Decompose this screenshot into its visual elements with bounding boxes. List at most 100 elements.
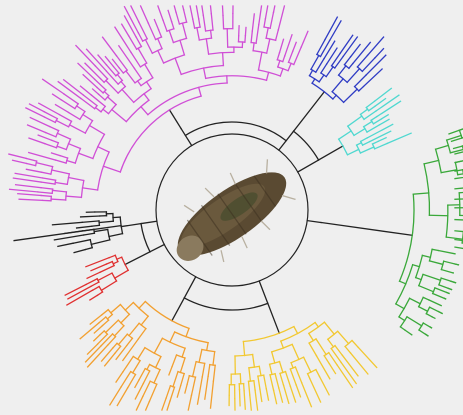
branch bbox=[157, 28, 163, 38]
branch bbox=[101, 319, 110, 327]
branch bbox=[366, 123, 381, 133]
branch bbox=[25, 107, 46, 118]
branch bbox=[431, 248, 440, 252]
branch bbox=[25, 157, 38, 162]
branch bbox=[440, 169, 458, 174]
branch bbox=[184, 383, 188, 394]
branch bbox=[99, 329, 106, 336]
branch bbox=[268, 363, 273, 376]
branch bbox=[103, 90, 110, 97]
branch bbox=[89, 313, 103, 326]
branch bbox=[100, 308, 110, 316]
branch bbox=[27, 151, 57, 161]
branch bbox=[65, 195, 83, 199]
branch bbox=[292, 90, 326, 133]
branch bbox=[77, 152, 94, 160]
branch bbox=[295, 384, 302, 398]
branch bbox=[339, 34, 354, 55]
branch bbox=[91, 88, 100, 96]
branch bbox=[139, 105, 149, 116]
branch bbox=[296, 159, 320, 173]
branch bbox=[82, 94, 98, 107]
branch bbox=[192, 18, 196, 29]
branch-arc bbox=[250, 41, 257, 44]
branch bbox=[456, 173, 463, 176]
branch bbox=[50, 139, 60, 144]
branch bbox=[96, 291, 104, 297]
branch bbox=[138, 300, 147, 310]
branch bbox=[157, 5, 164, 21]
branch bbox=[454, 160, 463, 164]
branch-arc bbox=[144, 300, 190, 330]
branch bbox=[445, 236, 463, 240]
branch bbox=[79, 85, 93, 97]
branch bbox=[149, 243, 166, 253]
branch-arc bbox=[247, 379, 255, 383]
branch bbox=[77, 62, 96, 81]
branch bbox=[96, 86, 105, 94]
branch bbox=[113, 345, 122, 355]
branch-arc bbox=[183, 297, 269, 311]
branch bbox=[317, 145, 344, 161]
branch bbox=[272, 5, 276, 14]
branch bbox=[209, 29, 213, 39]
branch bbox=[205, 38, 210, 55]
branch bbox=[318, 74, 325, 83]
branch bbox=[325, 47, 338, 65]
branch bbox=[92, 333, 101, 342]
branch-arc bbox=[140, 222, 151, 253]
branch bbox=[142, 370, 151, 385]
branch bbox=[368, 130, 392, 143]
branch bbox=[36, 191, 53, 195]
branch bbox=[367, 105, 376, 112]
branch bbox=[54, 103, 70, 114]
branch bbox=[170, 20, 175, 30]
branch bbox=[37, 134, 53, 142]
branch bbox=[75, 225, 93, 229]
branch bbox=[323, 354, 331, 365]
branch bbox=[108, 232, 124, 238]
branch bbox=[89, 294, 99, 301]
branch bbox=[102, 165, 122, 173]
branch bbox=[380, 113, 390, 120]
branch bbox=[283, 33, 293, 57]
branch bbox=[449, 148, 463, 154]
branch bbox=[454, 230, 463, 233]
branch bbox=[147, 22, 157, 41]
branch bbox=[454, 176, 463, 180]
branch bbox=[90, 94, 107, 108]
branch bbox=[204, 375, 209, 400]
branch bbox=[289, 368, 298, 386]
branch bbox=[181, 347, 186, 358]
branch bbox=[221, 5, 224, 17]
branch bbox=[265, 38, 271, 54]
branch-arc bbox=[96, 151, 110, 191]
branch bbox=[249, 394, 253, 411]
branch bbox=[110, 108, 128, 123]
branch-arc bbox=[398, 193, 415, 283]
branch bbox=[328, 20, 342, 42]
branch bbox=[454, 187, 463, 190]
branch bbox=[315, 338, 327, 356]
branch bbox=[119, 313, 131, 324]
branch-arc bbox=[423, 163, 431, 216]
branch bbox=[130, 51, 142, 68]
branch bbox=[253, 379, 256, 392]
branch bbox=[361, 140, 371, 146]
branch bbox=[14, 172, 44, 179]
branch bbox=[100, 280, 118, 292]
branch bbox=[373, 142, 389, 150]
branch bbox=[168, 109, 182, 130]
branch bbox=[373, 47, 385, 59]
branch bbox=[291, 343, 300, 361]
branch bbox=[414, 276, 423, 281]
branch bbox=[96, 145, 110, 153]
branch bbox=[176, 384, 182, 398]
branch-arc bbox=[146, 82, 228, 116]
branch bbox=[86, 271, 101, 280]
branch bbox=[454, 246, 463, 250]
branch bbox=[366, 123, 394, 139]
branch bbox=[180, 127, 193, 147]
branch bbox=[106, 95, 118, 106]
branch bbox=[378, 118, 390, 126]
